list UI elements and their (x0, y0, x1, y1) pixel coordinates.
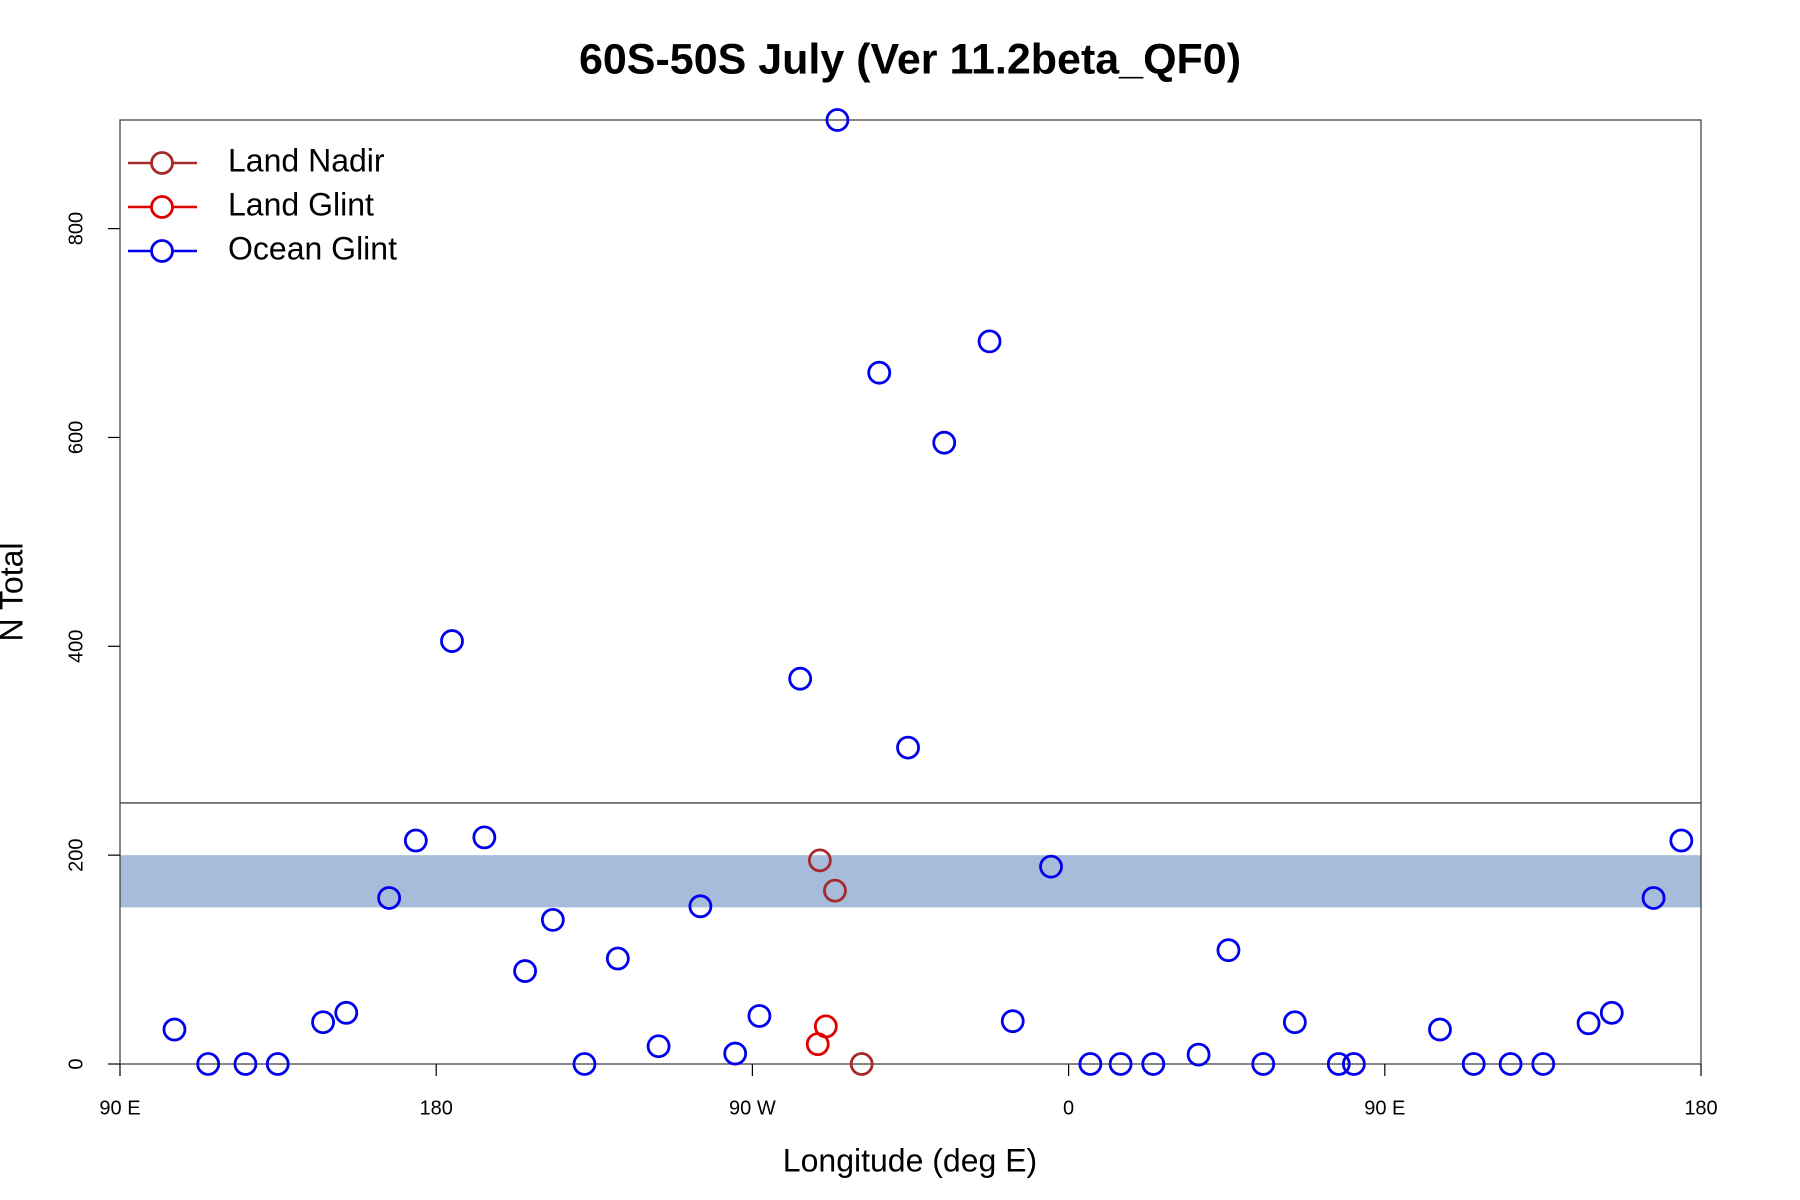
data-point (1251, 1052, 1276, 1076)
data-point (825, 108, 850, 132)
data-point (311, 1010, 335, 1035)
legend-label: Land Nadir (228, 142, 385, 178)
x-tick-label: 90 E (99, 1097, 140, 1119)
data-point (807, 848, 832, 873)
data-point (1498, 1052, 1523, 1076)
data-point (1341, 1052, 1366, 1076)
legend-marker (150, 195, 174, 219)
y-tick-label: 200 (65, 838, 87, 871)
data-point (162, 1017, 187, 1042)
data-point (196, 1052, 221, 1076)
legend-label: Ocean Glint (228, 230, 397, 266)
data-point (1282, 1010, 1307, 1035)
data-point (472, 825, 497, 850)
x-tick-label: 180 (1684, 1097, 1717, 1119)
data-point (377, 886, 402, 910)
y-tick-label: 800 (65, 212, 87, 245)
data-point (1216, 938, 1241, 963)
data-point (1576, 1011, 1601, 1036)
data-point (1000, 1009, 1025, 1034)
x-tick-label: 0 (1063, 1097, 1074, 1119)
data-point (1039, 854, 1063, 879)
y-tick-label: 600 (65, 421, 87, 454)
x-tick-label: 90 E (1364, 1097, 1405, 1119)
data-point (646, 1034, 671, 1059)
data-point (788, 666, 813, 691)
x-tick-label: 90 W (729, 1097, 776, 1119)
legend-label: Land Glint (228, 186, 374, 222)
data-point (1186, 1042, 1211, 1067)
data-point (1428, 1017, 1452, 1042)
data-point (334, 1000, 359, 1025)
data-point (932, 430, 957, 455)
data-point (1141, 1052, 1166, 1076)
plot-frame (119, 119, 1702, 1065)
x-axis-label: Longitude (deg E) (783, 1142, 1037, 1178)
data-point (896, 735, 920, 760)
data-point (403, 828, 428, 853)
y-tick-label: 400 (65, 630, 87, 663)
data-point (813, 1014, 838, 1039)
data-point (747, 1004, 772, 1028)
data-point (1599, 1000, 1624, 1025)
data-point (1108, 1052, 1133, 1076)
data-point (723, 1041, 748, 1066)
y-axis-label: N Total (0, 542, 29, 641)
data-point (823, 878, 847, 903)
data-point (1326, 1052, 1351, 1076)
data-point (265, 1052, 290, 1076)
y-tick-label: 0 (65, 1058, 87, 1069)
legend-marker (150, 239, 174, 263)
data-point (849, 1052, 874, 1076)
legend-marker (150, 151, 174, 175)
data-point (572, 1052, 597, 1076)
chart-title: 60S-50S July (Ver 11.2beta_QF0) (579, 35, 1241, 83)
data-point (233, 1052, 258, 1076)
data-point (513, 959, 537, 983)
data-point (540, 907, 565, 932)
data-point (440, 629, 464, 653)
data-point (1078, 1052, 1103, 1076)
data-point (1669, 828, 1694, 853)
data-point (867, 360, 892, 385)
x-tick-label: 180 (420, 1097, 453, 1119)
data-point (977, 329, 1002, 354)
data-point (1641, 886, 1666, 910)
data-point (1461, 1052, 1486, 1076)
reference-band (120, 855, 1701, 908)
data-point (1531, 1052, 1556, 1076)
data-point (688, 894, 713, 919)
data-point (605, 946, 630, 971)
